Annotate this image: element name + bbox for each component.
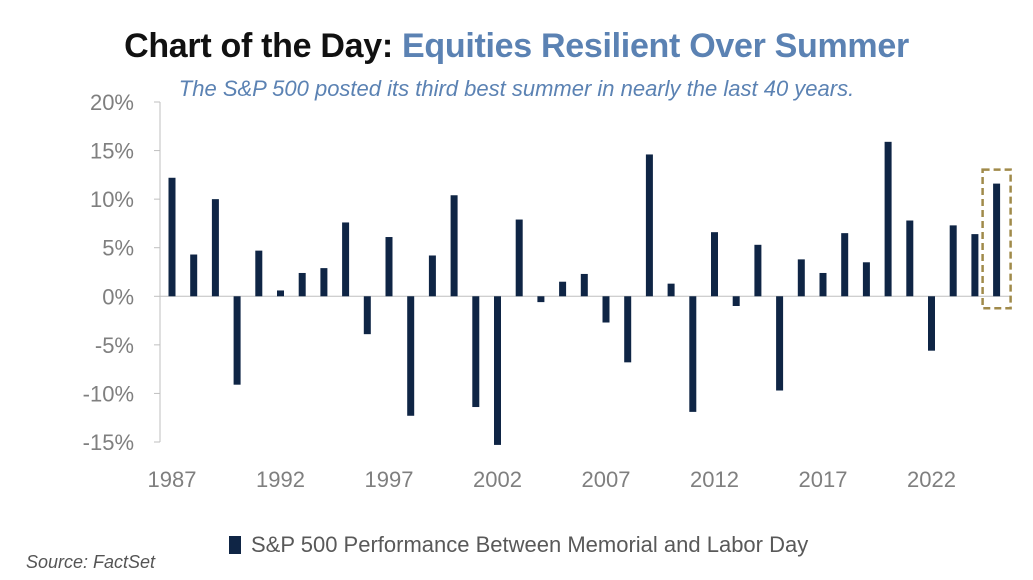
bar-2005 (559, 281, 567, 297)
x-tick-label: 1997 (365, 467, 414, 492)
highlight-group (981, 168, 1012, 310)
y-tick-label: 20% (90, 90, 134, 115)
bar-2020 (884, 141, 892, 297)
bar-2002 (494, 296, 501, 445)
y-tick-label: 15% (90, 139, 134, 164)
chart-title-main: Equities Resilient Over Summer (402, 27, 909, 65)
y-tick-label: -5% (95, 333, 134, 358)
bar-1989 (211, 199, 219, 297)
bar-2025 (993, 183, 1001, 297)
bar-1995 (342, 222, 350, 297)
legend-swatch (229, 536, 241, 554)
bar-2016 (797, 259, 805, 297)
highlight-box (981, 168, 1012, 310)
bar-1997 (385, 237, 393, 297)
bar-2023 (949, 225, 957, 297)
x-axis: 1987 1992 1997 2002 2007 2012 2017 2022 (148, 295, 1011, 492)
bar-2018 (841, 233, 849, 297)
x-tick-label: 2002 (473, 467, 522, 492)
bar-2008 (624, 296, 632, 363)
y-tick-label: -15% (83, 430, 134, 455)
bar-1996 (363, 296, 371, 335)
bar-1988 (190, 254, 198, 297)
bar-2022 (928, 296, 935, 351)
bar-series (168, 141, 1001, 445)
bar-2024 (971, 234, 979, 297)
bar-2021 (906, 220, 914, 297)
bar-2013 (732, 296, 740, 306)
legend: S&P 500 Performance Between Memorial and… (229, 531, 808, 559)
bar-2009 (645, 154, 653, 297)
bar-2015 (776, 296, 784, 391)
chart-title-prefix: Chart of the Day: (124, 27, 393, 65)
source-note: Source: FactSet (26, 552, 156, 572)
bar-2006 (580, 273, 588, 297)
bar-2007 (602, 296, 610, 323)
x-tick-label: 1987 (148, 467, 197, 492)
bar-1998 (407, 296, 415, 416)
bar-1994 (320, 268, 328, 297)
bar-1987 (168, 177, 176, 297)
x-tick-label: 2022 (907, 467, 956, 492)
bar-1992 (277, 290, 284, 297)
bar-1990 (233, 296, 241, 385)
y-tick-label: 0% (102, 284, 134, 309)
chart-title: Chart of the Day: Equities Resilient Ove… (0, 22, 1033, 70)
bar-2019 (862, 262, 870, 297)
y-tick-label: 10% (90, 187, 134, 212)
y-tick-label: -10% (83, 381, 134, 406)
bar-2004 (537, 296, 545, 303)
bar-2012 (711, 232, 718, 297)
chart-subtitle: The S&P 500 posted its third best summer… (178, 76, 855, 101)
bar-1993 (298, 272, 306, 297)
bar-2000 (450, 195, 458, 297)
bar-2003 (515, 219, 523, 297)
legend-label: S&P 500 Performance Between Memorial and… (251, 532, 809, 557)
x-tick-label: 2007 (582, 467, 631, 492)
bar-2010 (667, 283, 675, 297)
bar-2017 (819, 272, 827, 297)
y-tick-label: 5% (102, 236, 134, 261)
bar-1991 (255, 250, 263, 297)
bar-2011 (689, 296, 697, 412)
y-axis: 20% 15% 10% 5% 0% -5% -10% -15% (83, 90, 161, 455)
x-tick-label: 1992 (256, 467, 305, 492)
bar-2001 (472, 296, 480, 408)
bar-1999 (428, 255, 436, 297)
x-tick-label: 2012 (690, 467, 739, 492)
x-tick-label: 2017 (799, 467, 848, 492)
bar-2014 (754, 244, 762, 297)
